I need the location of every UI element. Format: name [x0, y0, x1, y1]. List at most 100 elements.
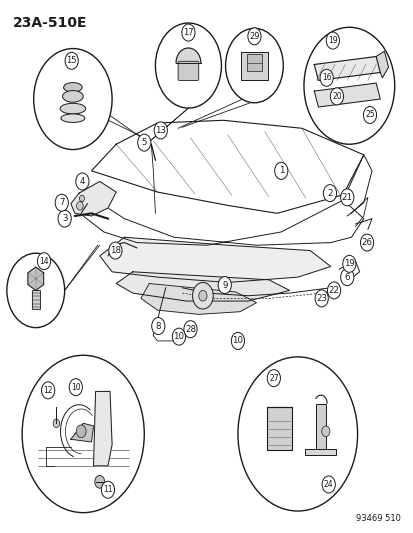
Circle shape	[340, 269, 353, 286]
Circle shape	[183, 321, 197, 338]
Text: 20: 20	[331, 92, 341, 101]
Circle shape	[79, 195, 84, 201]
FancyBboxPatch shape	[241, 52, 267, 80]
Circle shape	[360, 234, 373, 251]
Circle shape	[22, 356, 144, 513]
Bar	[304, 449, 335, 455]
Text: 17: 17	[183, 28, 193, 37]
Text: 19: 19	[327, 36, 337, 45]
Text: 24: 24	[323, 480, 333, 489]
Text: 1: 1	[278, 166, 283, 175]
Polygon shape	[141, 284, 256, 314]
Polygon shape	[71, 181, 116, 216]
Polygon shape	[116, 272, 289, 301]
Text: 5: 5	[141, 138, 147, 147]
Polygon shape	[375, 51, 388, 78]
Polygon shape	[28, 267, 43, 290]
Circle shape	[76, 201, 83, 210]
Text: 28: 28	[185, 325, 195, 334]
Ellipse shape	[62, 91, 83, 102]
Circle shape	[330, 88, 343, 105]
Polygon shape	[313, 56, 380, 80]
Text: 13: 13	[155, 126, 166, 135]
Text: 18: 18	[109, 246, 121, 255]
Text: 25: 25	[364, 110, 374, 119]
Text: 23A-510E: 23A-510E	[13, 15, 88, 29]
Circle shape	[321, 476, 335, 493]
Text: 10: 10	[232, 336, 243, 345]
Text: 2: 2	[326, 189, 332, 198]
Circle shape	[53, 419, 59, 427]
Circle shape	[33, 49, 112, 150]
Circle shape	[109, 242, 122, 259]
Circle shape	[58, 210, 71, 227]
Text: 29: 29	[249, 32, 259, 41]
Bar	[315, 403, 325, 449]
Circle shape	[76, 425, 86, 438]
Text: 23: 23	[316, 294, 326, 303]
Circle shape	[319, 69, 332, 86]
Polygon shape	[176, 48, 200, 63]
Circle shape	[231, 333, 244, 350]
Text: 12: 12	[43, 386, 53, 395]
Bar	[266, 407, 291, 450]
Text: 8: 8	[155, 321, 161, 330]
Circle shape	[218, 277, 231, 294]
Circle shape	[101, 481, 114, 498]
Circle shape	[37, 253, 50, 270]
Text: 15: 15	[66, 56, 77, 65]
Bar	[31, 290, 40, 309]
Circle shape	[267, 369, 280, 386]
Text: 10: 10	[173, 332, 184, 341]
Circle shape	[325, 32, 339, 49]
Text: 10: 10	[71, 383, 81, 392]
Ellipse shape	[64, 83, 82, 92]
Polygon shape	[313, 83, 380, 107]
Circle shape	[155, 23, 221, 108]
Circle shape	[323, 184, 336, 201]
Circle shape	[55, 194, 68, 211]
Circle shape	[76, 173, 89, 190]
Circle shape	[327, 282, 340, 299]
Circle shape	[7, 253, 64, 328]
Text: 26: 26	[361, 238, 372, 247]
Ellipse shape	[60, 103, 85, 114]
Text: 21: 21	[341, 193, 352, 202]
Circle shape	[237, 357, 357, 511]
Circle shape	[363, 107, 376, 124]
Text: 4: 4	[79, 177, 85, 186]
Circle shape	[138, 134, 150, 151]
Text: 9: 9	[221, 280, 227, 289]
Text: 27: 27	[268, 374, 278, 383]
Circle shape	[321, 426, 329, 437]
Circle shape	[181, 24, 195, 41]
Circle shape	[151, 318, 164, 335]
Circle shape	[340, 189, 353, 206]
Text: 7: 7	[59, 198, 64, 207]
Circle shape	[95, 475, 104, 488]
Circle shape	[247, 28, 261, 45]
Circle shape	[154, 122, 167, 139]
Polygon shape	[93, 391, 112, 466]
Text: 6: 6	[344, 273, 349, 281]
Text: 14: 14	[39, 257, 49, 265]
Circle shape	[192, 282, 213, 309]
Text: 22: 22	[328, 286, 339, 295]
Circle shape	[172, 328, 185, 345]
Text: 93469 510: 93469 510	[355, 514, 400, 523]
Circle shape	[41, 382, 55, 399]
Circle shape	[342, 255, 355, 272]
Polygon shape	[71, 423, 93, 442]
Text: 3: 3	[62, 214, 67, 223]
Circle shape	[65, 52, 78, 69]
Circle shape	[198, 290, 206, 301]
Text: 16: 16	[321, 73, 331, 82]
Ellipse shape	[61, 114, 85, 123]
Text: 19: 19	[343, 260, 354, 268]
Polygon shape	[100, 237, 330, 282]
Circle shape	[225, 28, 282, 103]
Circle shape	[69, 378, 82, 395]
Circle shape	[303, 27, 394, 144]
Text: 11: 11	[103, 485, 112, 494]
FancyBboxPatch shape	[178, 61, 198, 80]
